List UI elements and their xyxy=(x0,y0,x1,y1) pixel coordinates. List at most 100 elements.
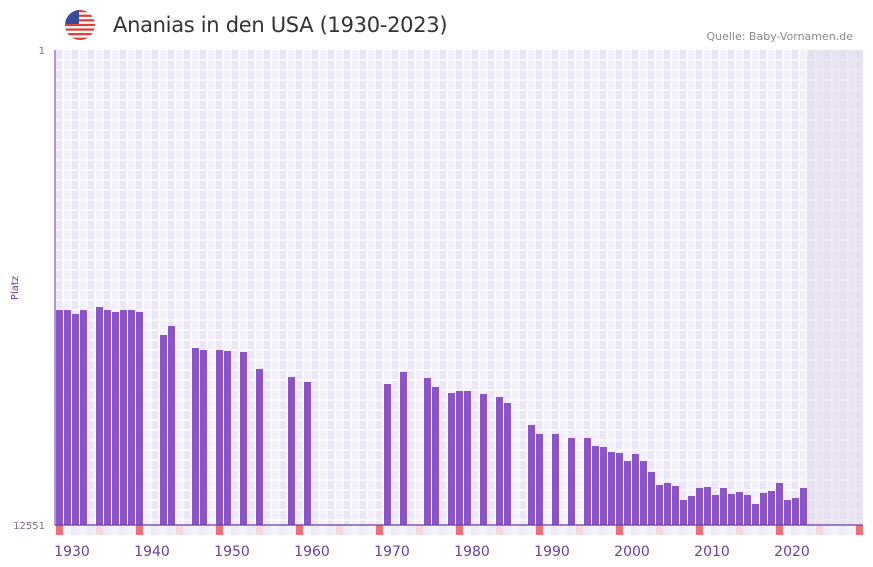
grid-column xyxy=(559,50,567,525)
grid-column xyxy=(431,50,439,525)
decade-marker xyxy=(696,525,703,535)
bar-2004 xyxy=(648,471,655,525)
bar-1933 xyxy=(80,309,87,525)
marker-strip-cell xyxy=(583,525,591,535)
marker-strip-cell xyxy=(303,525,311,535)
marker-strip-cell xyxy=(247,525,255,535)
grid-column xyxy=(383,50,391,525)
bar-1943 xyxy=(160,335,167,525)
source-credit: Quelle: Baby-Vornamen.de xyxy=(706,30,853,43)
decade-marker xyxy=(456,525,463,535)
marker-strip-cell xyxy=(591,525,599,535)
bar-1938 xyxy=(120,309,127,525)
bar-1959 xyxy=(288,376,295,525)
bar-2021 xyxy=(784,499,791,525)
marker-strip-cell xyxy=(471,525,479,535)
marker-strip-cell xyxy=(423,525,431,535)
grid-column xyxy=(783,50,791,525)
marker-strip-cell xyxy=(271,525,279,535)
bar-1939 xyxy=(128,309,135,525)
grid-column xyxy=(199,50,207,525)
grid-column xyxy=(527,50,535,525)
marker-strip-cell xyxy=(79,525,87,535)
bar-1931 xyxy=(64,309,71,525)
future-years-shade xyxy=(807,50,863,525)
grid-column xyxy=(655,50,663,525)
marker-strip-cell xyxy=(367,525,375,535)
bar-1989 xyxy=(528,425,535,525)
grid-column xyxy=(695,50,703,525)
grid-column xyxy=(247,50,255,525)
marker-strip-cell xyxy=(831,525,839,535)
marker-strip-cell xyxy=(263,525,271,535)
bar-2019 xyxy=(768,490,775,525)
grid-column xyxy=(495,50,503,525)
grid-column xyxy=(703,50,711,525)
grid-column xyxy=(671,50,679,525)
bar-2013 xyxy=(720,487,727,525)
grid-column xyxy=(623,50,631,525)
marker-strip-cell xyxy=(319,525,327,535)
x-tick-label: 1980 xyxy=(454,544,490,560)
bar-1990 xyxy=(536,433,543,525)
half-decade-marker xyxy=(96,525,103,535)
grid-column xyxy=(79,50,87,525)
marker-strip-cell xyxy=(463,525,471,535)
half-decade-marker xyxy=(656,525,663,535)
half-decade-marker xyxy=(496,525,503,535)
grid-column xyxy=(167,50,175,525)
marker-strip-cell xyxy=(231,525,239,535)
bar-1930 xyxy=(56,309,63,525)
half-decade-marker xyxy=(176,525,183,535)
grid-column xyxy=(103,50,111,525)
bar-2014 xyxy=(728,494,735,525)
bar-1983 xyxy=(480,394,487,525)
half-decade-marker xyxy=(816,525,823,535)
decade-marker xyxy=(136,525,143,535)
grid-column xyxy=(647,50,655,525)
bar-1986 xyxy=(504,402,511,525)
grid-column xyxy=(567,50,575,525)
marker-strip-cell xyxy=(807,525,815,535)
marker-strip-cell xyxy=(527,525,535,535)
bar-1940 xyxy=(136,311,143,525)
bar-1935 xyxy=(96,306,103,525)
bar-1979 xyxy=(448,392,455,525)
grid-column xyxy=(135,50,143,525)
grid-column xyxy=(575,50,583,525)
marker-strip-cell xyxy=(679,525,687,535)
bar-1944 xyxy=(168,325,175,525)
bar-1973 xyxy=(400,371,407,525)
decade-marker xyxy=(376,525,383,535)
marker-strip-cell xyxy=(63,525,71,535)
bar-1985 xyxy=(496,396,503,525)
marker-strip-cell xyxy=(167,525,175,535)
grid-column xyxy=(743,50,751,525)
bar-1976 xyxy=(424,377,431,525)
bar-1971 xyxy=(384,384,391,525)
bar-1936 xyxy=(104,309,111,525)
decade-marker xyxy=(56,525,63,535)
bar-2020 xyxy=(776,482,783,525)
grid-column xyxy=(159,50,167,525)
x-tick-label: 1950 xyxy=(214,544,250,560)
grid-column xyxy=(223,50,231,525)
marker-strip-cell xyxy=(159,525,167,535)
us-flag-icon xyxy=(65,10,95,40)
marker-strip-cell xyxy=(543,525,551,535)
marker-strip-cell xyxy=(743,525,751,535)
bar-2012 xyxy=(712,494,719,525)
bar-1994 xyxy=(568,437,575,525)
grid-column xyxy=(775,50,783,525)
bar-2007 xyxy=(672,485,679,525)
bar-1953 xyxy=(240,351,247,525)
decade-marker xyxy=(776,525,783,535)
grid-column xyxy=(303,50,311,525)
grid-column xyxy=(511,50,519,525)
bar-2002 xyxy=(632,453,639,525)
bar-1999 xyxy=(608,451,615,525)
grid-column xyxy=(311,50,319,525)
grid-column xyxy=(407,50,415,525)
marker-strip-cell xyxy=(671,525,679,535)
